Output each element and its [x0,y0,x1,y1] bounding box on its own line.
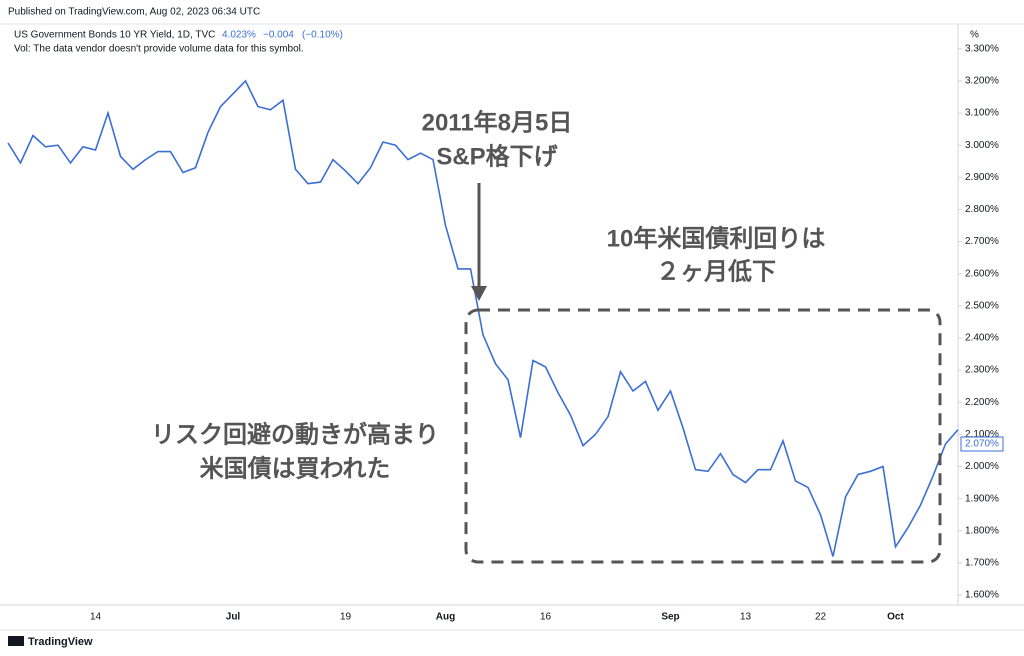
y-tick-label: 3.300% [965,43,999,54]
y-tick-label: 2.700% [965,236,999,247]
y-tick-label: 2.100% [965,429,999,440]
y-tick-label: 2.500% [965,300,999,311]
unit-button[interactable]: % [970,30,979,41]
change: −0.004 [263,30,294,41]
arrow-head [471,286,487,301]
line-series [7,79,959,557]
last-value: 4.023% [222,30,256,41]
x-tick-label: 19 [340,612,352,623]
y-tick-label: 2.000% [965,461,999,472]
y-tick-label: 3.200% [965,76,999,87]
published-note: Published on TradingView.com, Aug 02, 20… [8,7,260,18]
y-tick-label: 1.800% [965,525,999,536]
x-tick-label: Oct [887,612,904,623]
price-label: 2.070% [965,439,999,450]
y-tick-label: 2.200% [965,397,999,408]
y-tick-label: 2.900% [965,172,999,183]
y-tick-label: 3.000% [965,140,999,151]
y-tick-label: 3.100% [965,108,999,119]
volume-note: Vol: The data vendor doesn't provide vol… [14,44,304,55]
y-tick-label: 2.800% [965,204,999,215]
price-label-box [960,436,1004,452]
x-tick-label: Sep [661,612,679,623]
x-tick-label: Aug [436,612,455,623]
x-tick-label: Jul [226,612,241,623]
brand: TradingView [28,636,93,648]
annotation: ２ヶ月低下 [656,258,776,285]
annotation: S&P格下げ [436,143,558,170]
y-tick-label: 1.900% [965,493,999,504]
annotation: 10年米国債利回りは [607,224,826,252]
y-tick-label: 1.700% [965,558,999,569]
annotation: 米国債は買われた [200,455,391,482]
annotation: 2011年8月5日 [422,108,573,136]
annotation: リスク回避の動きが高まり [151,420,439,448]
series-name: US Government Bonds 10 YR Yield, 1D, TVC [14,30,215,41]
y-tick-label: 2.600% [965,268,999,279]
change-pct: (−0.10%) [302,30,343,41]
unit-button-bg[interactable] [960,27,1004,43]
y-tick-label: 2.400% [965,333,999,344]
logo-icon [8,636,24,646]
x-tick-label: 22 [815,612,827,623]
x-tick-label: 13 [740,612,752,623]
x-tick-label: 16 [540,612,552,623]
x-tick-label: 14 [90,612,102,623]
y-tick-label: 1.600% [965,590,999,601]
y-tick-label: 2.300% [965,365,999,376]
highlight-box [464,308,942,564]
